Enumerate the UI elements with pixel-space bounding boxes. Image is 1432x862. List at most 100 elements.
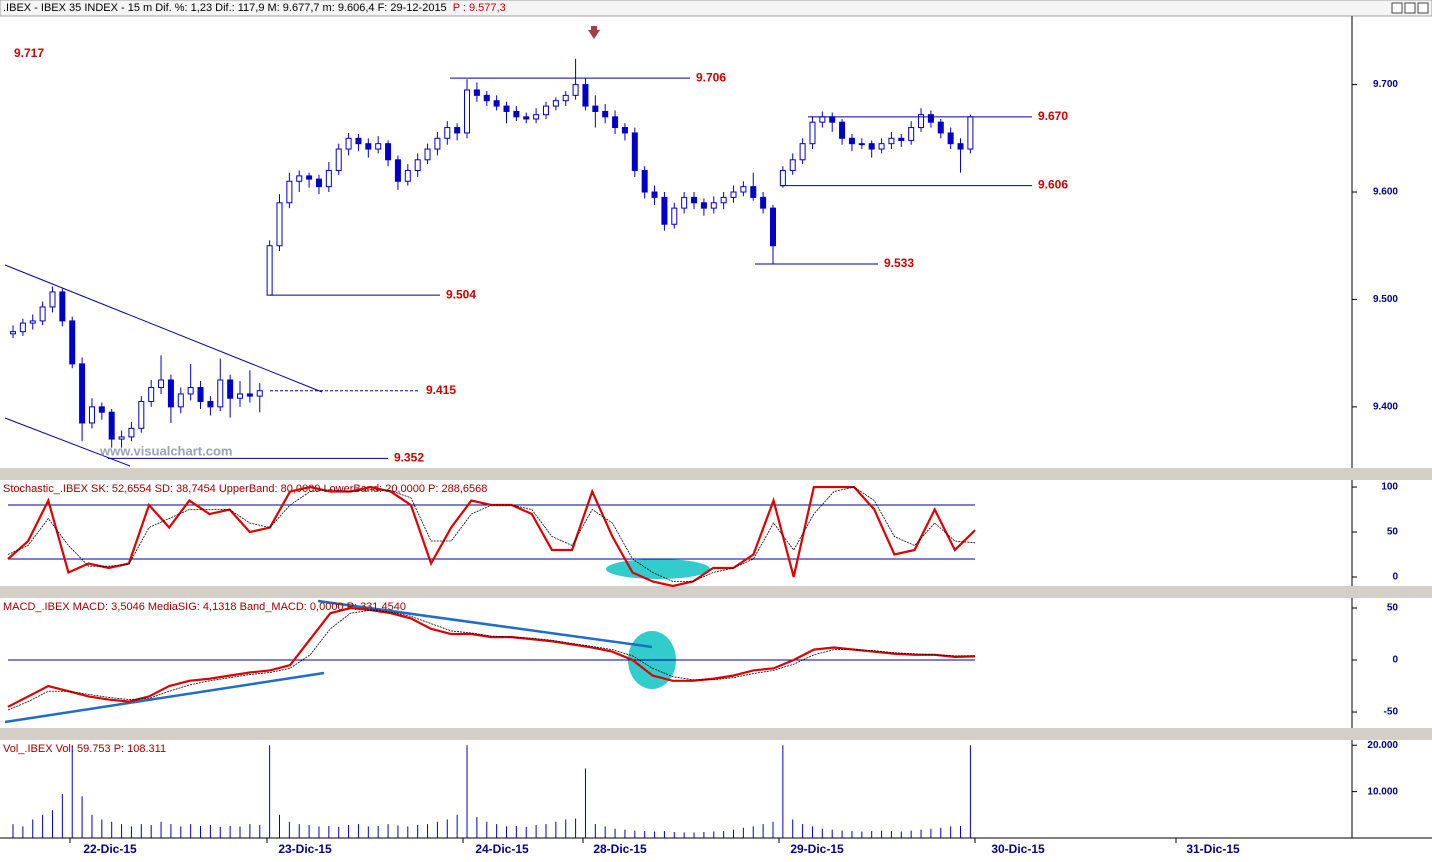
candle-body <box>710 202 717 209</box>
y-tick-label: 0 <box>1392 655 1398 666</box>
candle-body <box>286 180 293 204</box>
candle-body <box>79 363 86 424</box>
x-tick-label: 31-Dic-15 <box>1186 842 1240 856</box>
watermark: www.visualchart.com <box>99 443 232 458</box>
y-tick-label: 10.000 <box>1367 786 1398 797</box>
candle-body <box>325 170 332 188</box>
y-tick-label: 50 <box>1387 603 1399 614</box>
candle-body <box>315 178 322 188</box>
series-line <box>7 609 976 711</box>
candle-body <box>671 207 678 225</box>
candle-body <box>898 137 905 141</box>
candle-body <box>799 143 806 161</box>
candle-body <box>414 159 421 172</box>
candle-body <box>306 175 313 180</box>
series-line <box>7 486 976 582</box>
candle-body <box>138 400 145 429</box>
candle-body <box>473 89 480 96</box>
candle-body <box>355 137 362 145</box>
panel-title: Stochastic_.IBEX SK: 52,6554 SD: 38,7454… <box>3 483 487 495</box>
series-line <box>7 485 976 588</box>
level-label: 9.706 <box>696 70 726 84</box>
title-bar <box>0 0 1432 17</box>
candle-body <box>937 121 944 134</box>
y-tick-label: 9.400 <box>1373 401 1398 412</box>
level-label: 9.606 <box>1038 178 1068 192</box>
level-label: 9.670 <box>1038 109 1068 123</box>
candle-body <box>513 110 520 118</box>
level-label: 9.533 <box>884 256 914 270</box>
candle-body <box>503 105 510 112</box>
series-line <box>7 606 976 708</box>
candle-body <box>19 322 26 333</box>
candle-body <box>29 320 36 324</box>
candle-body <box>108 411 115 440</box>
candle-body <box>444 127 451 139</box>
x-tick-label: 22-Dic-15 <box>83 842 137 856</box>
candle-body <box>612 116 619 129</box>
candle-body <box>681 196 688 209</box>
candle-body <box>118 436 125 440</box>
candle-body <box>49 291 56 308</box>
candle-body <box>454 127 461 134</box>
candle-body <box>829 116 836 123</box>
candle-body <box>217 379 224 408</box>
candle-body <box>148 387 155 402</box>
candle-body <box>957 143 964 150</box>
candle-body <box>533 114 540 120</box>
candle-body <box>927 114 934 123</box>
candle-body <box>700 202 707 209</box>
last-price: P : 9.577,3 <box>453 2 506 14</box>
y-tick-label: 9.500 <box>1373 294 1398 305</box>
x-tick-label: 23-Dic-15 <box>278 842 332 856</box>
panel-title: MACD_.IBEX MACD: 3,5046 MediaSIG: 4,1318… <box>3 601 406 613</box>
candle-body <box>868 143 875 150</box>
candle-body <box>760 196 767 209</box>
candle-body <box>335 148 342 172</box>
candle-body <box>39 306 46 322</box>
candle-body <box>592 105 599 112</box>
candle-body <box>967 116 974 150</box>
candle-body <box>542 105 549 116</box>
candle-body <box>237 393 244 399</box>
candle-body <box>582 84 589 107</box>
y-tick-label: 50 <box>1387 527 1399 538</box>
candle-body <box>424 148 431 161</box>
candle-body <box>404 170 411 182</box>
y-tick-label: 20.000 <box>1367 740 1398 751</box>
y-tick-label: -50 <box>1384 707 1399 718</box>
candle-body <box>839 121 846 139</box>
candle-body <box>59 291 66 322</box>
candle-body <box>552 100 559 107</box>
panel-title: Vol_.IBEX Vol: 59.753 P: 108.311 <box>3 743 166 755</box>
candle-body <box>641 170 648 193</box>
candle-body <box>572 84 579 96</box>
candle-body <box>98 406 105 413</box>
candle-body <box>464 89 471 134</box>
level-label: 9.352 <box>394 451 424 465</box>
candle-body <box>621 127 628 134</box>
candle-body <box>187 387 194 395</box>
candle-body <box>769 207 776 247</box>
level-label: 9.504 <box>446 287 476 301</box>
window-buttons[interactable] <box>1391 2 1429 14</box>
candle-body <box>158 379 165 389</box>
candle-body <box>908 127 915 141</box>
candle-body <box>227 379 234 399</box>
x-tick-label: 24-Dic-15 <box>475 842 529 856</box>
candle-body <box>947 132 954 145</box>
candle-body <box>197 387 204 402</box>
candle-body <box>493 100 500 107</box>
candle-body <box>434 137 441 150</box>
candle-body <box>128 427 135 438</box>
candle-body <box>819 116 826 123</box>
level-label: 9.415 <box>426 383 456 397</box>
candle-body <box>809 121 816 145</box>
candle-body <box>523 116 530 120</box>
candle-body <box>651 191 658 198</box>
candle-body <box>246 393 253 397</box>
candle-body <box>779 170 786 187</box>
candle-body <box>562 94 569 102</box>
y-tick-label: 0 <box>1392 572 1398 583</box>
